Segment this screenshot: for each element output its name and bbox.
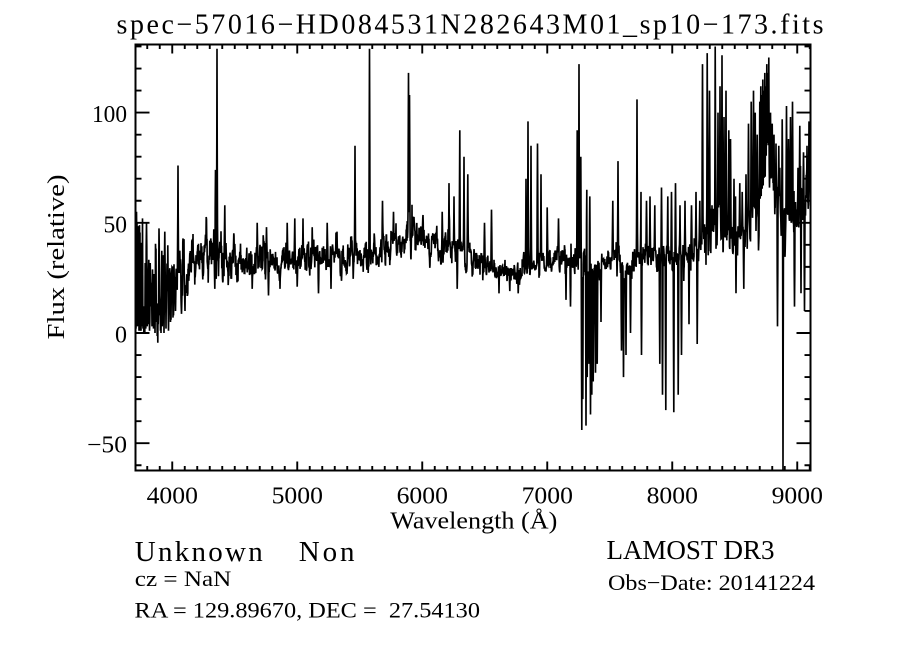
svg-text:6000: 6000 <box>397 484 448 510</box>
svg-text:100: 100 <box>92 102 127 128</box>
svg-text:LAMOST DR3: LAMOST DR3 <box>607 535 775 565</box>
svg-text:5000: 5000 <box>272 484 323 510</box>
svg-text:RA = 129.89670, DEC = 27.5413: RA = 129.89670, DEC = 27.54130 <box>135 598 481 623</box>
svg-text:spec−57016−HD084531N282643M01_: spec−57016−HD084531N282643M01_sp10−173.f… <box>117 9 824 40</box>
svg-text:Wavelength (Å): Wavelength (Å) <box>390 509 557 535</box>
svg-text:Flux (relative): Flux (relative) <box>44 175 70 340</box>
svg-text:Unknown: Unknown <box>135 536 263 568</box>
svg-text:Obs−Date: 20141224: Obs−Date: 20141224 <box>608 570 815 595</box>
svg-text:8000: 8000 <box>647 484 698 510</box>
svg-text:7000: 7000 <box>522 484 573 510</box>
svg-text:9000: 9000 <box>772 484 823 510</box>
svg-text:0: 0 <box>115 323 127 349</box>
svg-text:4000: 4000 <box>147 484 198 510</box>
svg-text:cz = NaN: cz = NaN <box>135 566 232 591</box>
svg-text:Non: Non <box>299 536 355 568</box>
svg-text:−50: −50 <box>87 433 127 459</box>
svg-text:50: 50 <box>104 212 128 238</box>
